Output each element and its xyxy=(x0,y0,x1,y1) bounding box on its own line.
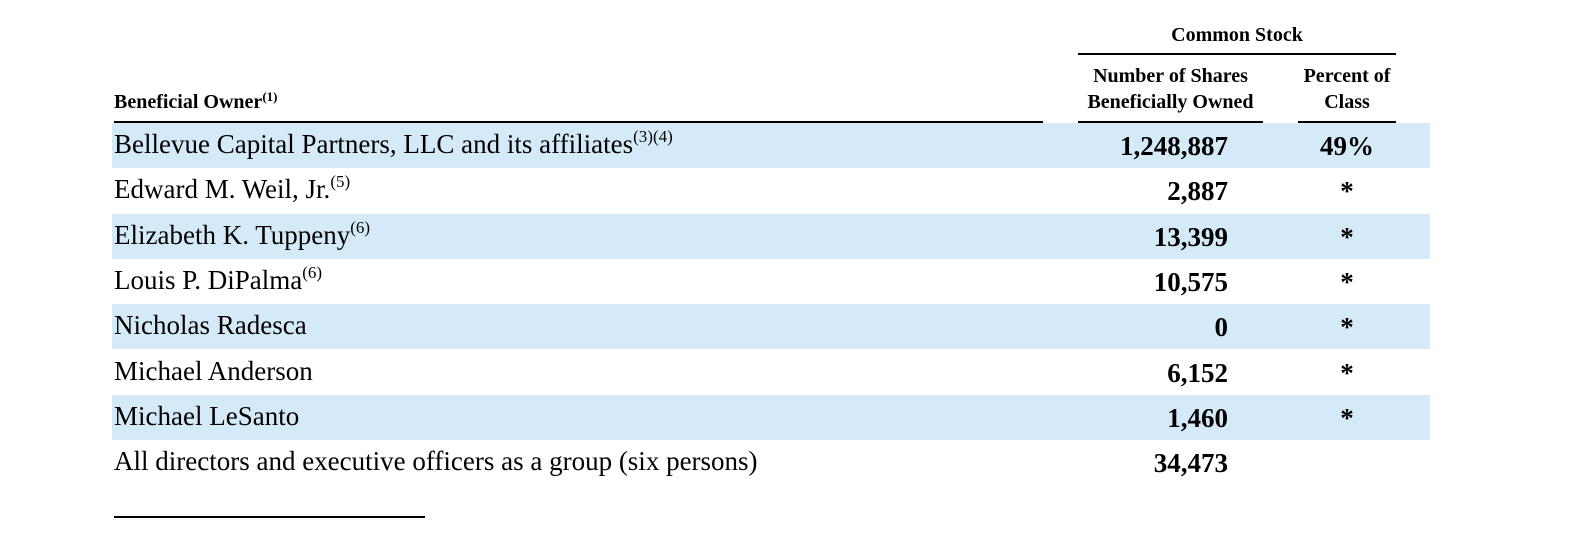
footnote-rule xyxy=(114,516,425,518)
group-header: Common Stock xyxy=(1171,24,1303,46)
footnote-ref: (6) xyxy=(350,217,371,237)
percent-cell: * xyxy=(1340,357,1354,388)
shares-cell: 2,887 xyxy=(1167,176,1228,207)
owner-cell: Michael Anderson xyxy=(114,356,313,387)
owner-cell: Louis P. DiPalma(6) xyxy=(114,262,323,296)
footnote-ref: (3)(4) xyxy=(633,127,673,146)
owner-header-text: Beneficial Owner xyxy=(114,91,263,113)
table-row: Michael LeSanto 1,460 * xyxy=(112,394,1430,440)
rule xyxy=(1078,121,1263,123)
owner-cell: Bellevue Capital Partners, LLC and its a… xyxy=(114,127,673,160)
owner-name: Louis P. DiPalma xyxy=(114,264,303,295)
owner-name: Edward M. Weil, Jr. xyxy=(114,174,331,205)
owner-name: Michael LeSanto xyxy=(114,400,300,431)
shares-header: Number of Shares Beneficially Owned xyxy=(1087,65,1254,113)
owner-cell: Edward M. Weil, Jr.(5) xyxy=(114,172,351,205)
percent-cell: * xyxy=(1340,402,1354,433)
shares-cell: 1,460 xyxy=(1167,402,1228,433)
table-row: Louis P. DiPalma(6) 10,575 * xyxy=(112,259,1430,304)
percent-header: Percent of Class xyxy=(1303,65,1391,113)
owner-name: Bellevue Capital Partners, LLC and its a… xyxy=(114,129,634,159)
table-row: Michael Anderson 6,152 * xyxy=(112,350,1430,395)
footnote-ref: (5) xyxy=(330,172,351,192)
footnote-ref: (6) xyxy=(302,262,323,282)
percent-cell: * xyxy=(1340,312,1354,343)
owner-name: Nicholas Radesca xyxy=(114,310,307,341)
table-row: Elizabeth K. Tuppeny(6) 13,399 * xyxy=(112,213,1430,259)
percent-cell: 49% xyxy=(1320,131,1374,161)
owner-cell: Elizabeth K. Tuppeny(6) xyxy=(114,217,371,251)
percent-cell: * xyxy=(1340,266,1354,297)
shares-cell: 13,399 xyxy=(1153,221,1228,252)
percent-cell: * xyxy=(1340,176,1354,207)
shares-cell: 34,473 xyxy=(1153,448,1228,479)
table-row: Bellevue Capital Partners, LLC and its a… xyxy=(112,123,1430,168)
shares-cell: 0 xyxy=(1214,312,1229,343)
table-row: Nicholas Radesca 0 * xyxy=(112,304,1430,350)
rule xyxy=(1298,121,1396,123)
percent-cell: * xyxy=(1340,221,1354,252)
owner-cell: All directors and executive officers as … xyxy=(114,446,758,477)
footnote-ref: (1) xyxy=(262,89,278,104)
owner-cell: Nicholas Radesca xyxy=(114,310,307,341)
shares-cell: 6,152 xyxy=(1167,357,1228,388)
shares-cell: 10,575 xyxy=(1153,266,1228,297)
owner-cell: Michael LeSanto xyxy=(114,401,299,432)
rule xyxy=(114,121,1043,123)
rule xyxy=(1078,53,1396,55)
shares-cell: 1,248,887 xyxy=(1120,131,1228,161)
owner-name: All directors and executive officers as … xyxy=(114,446,758,477)
owner-name: Elizabeth K. Tuppeny xyxy=(114,219,351,250)
table-row: Edward M. Weil, Jr.(5) 2,887 * xyxy=(112,168,1430,213)
owner-name: Michael Anderson xyxy=(114,355,313,386)
owner-header: Beneficial Owner(1) xyxy=(114,89,277,115)
table-row: All directors and executive officers as … xyxy=(112,440,1430,485)
